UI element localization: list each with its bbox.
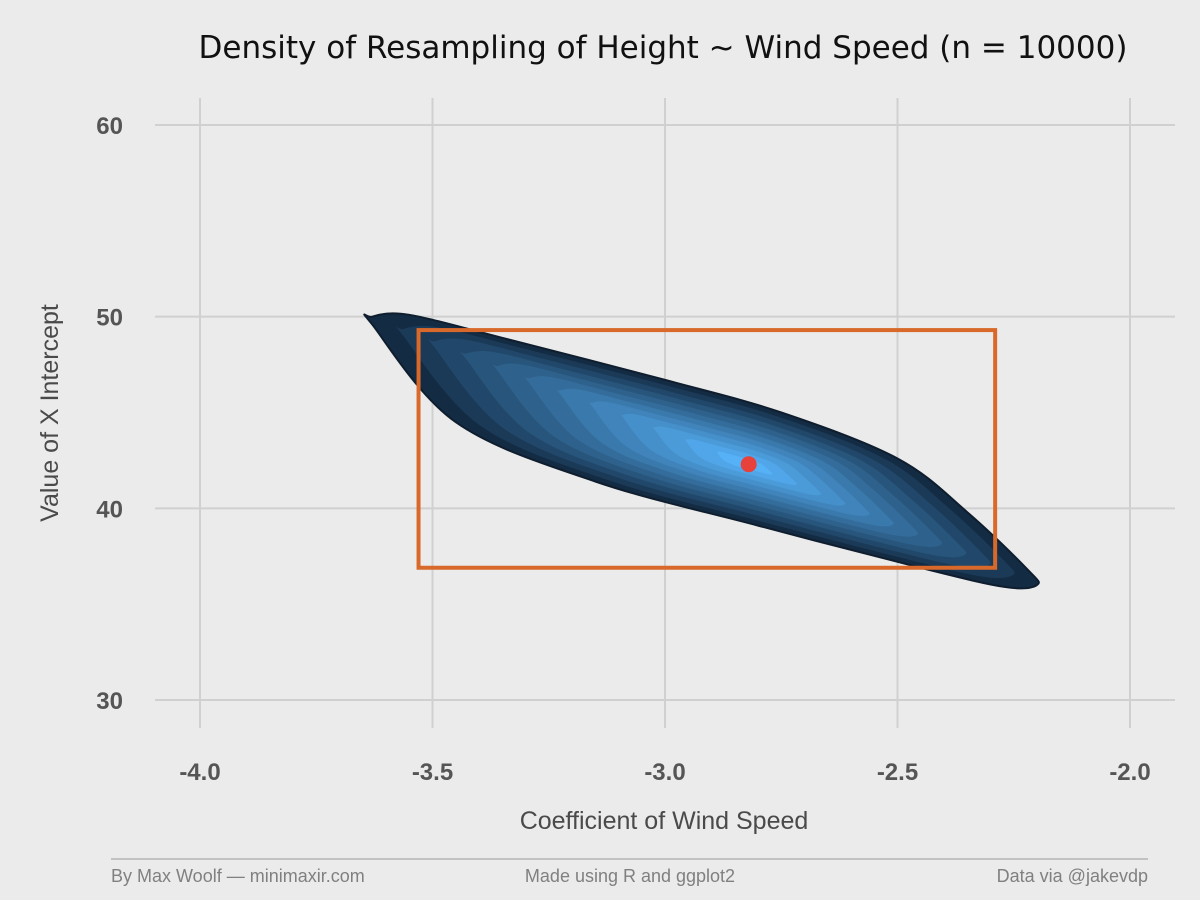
x-axis-label: Coefficient of Wind Speed <box>520 807 809 835</box>
footer-source: Data via @jakevdp <box>997 866 1148 886</box>
x-tick-label: -2.5 <box>877 759 918 786</box>
confidence-box <box>416 328 998 570</box>
chart-title: Density of Resampling of Height ~ Wind S… <box>199 30 1128 66</box>
grid-lines <box>155 98 1175 728</box>
density-contours <box>363 312 1040 590</box>
y-tick-label: 50 <box>96 305 123 332</box>
x-tick-label: -3.5 <box>412 759 453 786</box>
x-tick-label: -3.0 <box>644 759 685 786</box>
footer-tools: Made using R and ggplot2 <box>525 866 735 886</box>
y-axis-label: Value of X Intercept <box>36 304 64 522</box>
y-tick-label: 60 <box>96 113 123 140</box>
x-axis-ticks: -4.0 -3.5 -3.0 -2.5 -2.0 <box>179 759 1150 786</box>
x-tick-label: -2.0 <box>1109 759 1150 786</box>
x-tick-label: -4.0 <box>179 759 220 786</box>
y-axis-ticks: 30 40 50 60 <box>96 113 123 715</box>
footer-credit: By Max Woolf — minimaxir.com <box>111 866 365 886</box>
y-tick-label: 30 <box>96 688 123 715</box>
mean-point <box>740 456 757 473</box>
y-tick-label: 40 <box>96 496 123 523</box>
